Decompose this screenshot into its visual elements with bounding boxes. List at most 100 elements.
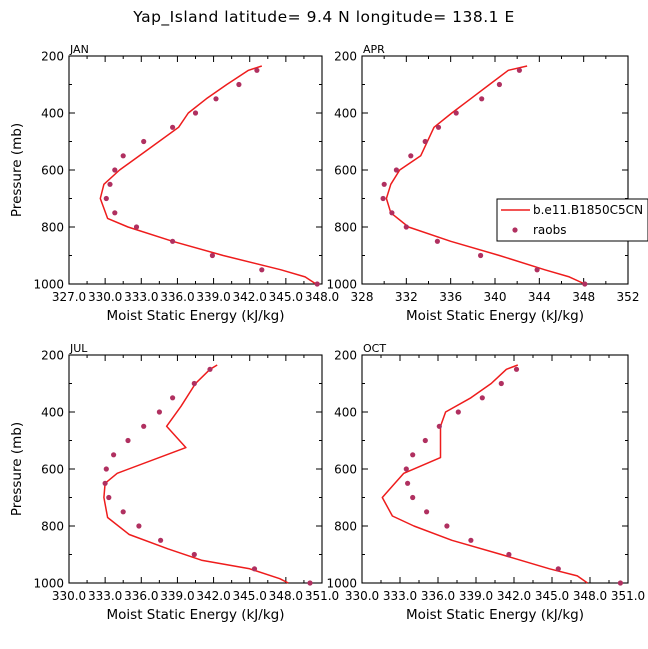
obs-point — [170, 124, 176, 130]
obs-point — [435, 124, 442, 130]
obs-point — [112, 167, 118, 173]
y-tick-label: 800 — [334, 221, 357, 235]
legend: b.e11.B1850C5CN raobs — [496, 198, 648, 242]
obs-point — [251, 566, 258, 572]
x-tick-label: 348.0 — [573, 589, 607, 603]
y-tick-label: 400 — [334, 107, 357, 121]
obs-point — [254, 67, 260, 73]
x-tick-label: 327.0 — [52, 290, 86, 304]
obs-point — [141, 138, 147, 145]
x-axis-title: Moist Static Energy (kJ/kg) — [406, 308, 584, 324]
obs-point — [422, 138, 428, 145]
obs-point — [403, 224, 409, 230]
panel-label: JAN — [69, 43, 89, 56]
x-tick-label: 332 — [395, 290, 418, 304]
obs-point — [555, 566, 561, 572]
y-tick-label: 400 — [41, 107, 64, 121]
obs-point — [106, 494, 112, 501]
y-tick-label: 400 — [334, 406, 357, 420]
series-line-model — [381, 364, 588, 584]
obs-point — [136, 523, 142, 529]
y-tick-label: 1000 — [326, 278, 357, 292]
obs-point — [422, 437, 428, 444]
x-tick-label: 345.0 — [233, 589, 267, 603]
obs-point — [170, 395, 176, 401]
x-tick-label: 336.0 — [421, 589, 455, 603]
x-tick-label: 340 — [484, 290, 507, 304]
y-tick-label: 600 — [41, 164, 64, 178]
x-tick-label: 339.0 — [160, 589, 194, 603]
y-tick-label: 600 — [41, 463, 64, 477]
y-tick-label: 800 — [334, 520, 357, 534]
obs-point — [141, 423, 147, 429]
obs-point — [389, 210, 395, 216]
panel-label: OCT — [363, 342, 386, 355]
x-tick-label: 336 — [439, 290, 462, 304]
x-tick-label: 352 — [617, 290, 640, 304]
x-tick-label: 342.0 — [497, 589, 531, 603]
x-axis-title: Moist Static Energy (kJ/kg) — [107, 308, 285, 324]
obs-point — [380, 195, 386, 202]
obs-point — [534, 267, 540, 273]
x-tick-label: 330.0 — [88, 290, 122, 304]
series-line-model — [385, 65, 586, 285]
obs-point — [111, 452, 117, 458]
obs-point — [213, 96, 219, 102]
x-tick-label: 336.0 — [124, 589, 158, 603]
obs-point — [236, 81, 242, 88]
obs-point — [107, 181, 113, 187]
obs-point — [192, 110, 199, 116]
obs-point — [207, 366, 213, 372]
x-tick-label: 339.0 — [459, 589, 493, 603]
obs-point — [506, 551, 512, 558]
y-tick-label: 600 — [334, 164, 357, 178]
obs-point — [403, 466, 409, 472]
x-tick-label: 333.0 — [383, 589, 417, 603]
y-tick-label: 1000 — [33, 577, 64, 591]
y-tick-label: 800 — [41, 520, 64, 534]
obs-point — [158, 537, 164, 543]
obs-point — [408, 153, 414, 159]
panel-label: APR — [363, 43, 385, 56]
x-tick-label: 348.0 — [269, 589, 303, 603]
obs-point — [453, 110, 459, 116]
series-line-model — [103, 364, 289, 584]
obs-point — [436, 423, 442, 429]
y-tick-label: 400 — [41, 406, 64, 420]
obs-point — [120, 153, 126, 159]
x-tick-label: 342.0 — [196, 589, 230, 603]
obs-point — [513, 366, 520, 372]
plot-frame — [361, 55, 629, 285]
y-tick-label: 600 — [334, 463, 357, 477]
obs-point — [479, 395, 485, 401]
obs-point — [191, 551, 197, 558]
obs-point — [103, 466, 109, 472]
obs-point — [209, 252, 215, 259]
obs-point — [444, 523, 450, 529]
obs-point — [582, 281, 588, 287]
x-tick-label: 328 — [351, 290, 374, 304]
x-tick-label: 348 — [572, 290, 595, 304]
obs-point — [191, 380, 197, 387]
obs-point — [455, 409, 461, 415]
legend-obs-marker — [512, 227, 518, 233]
x-tick-label: 339.0 — [196, 290, 230, 304]
y-axis-title: Pressure (mb) — [9, 422, 25, 516]
obs-point — [133, 224, 140, 230]
obs-point — [112, 210, 118, 216]
obs-point — [381, 181, 387, 187]
y-tick-label: 200 — [41, 50, 64, 64]
obs-point — [468, 537, 474, 543]
x-tick-label: 333.0 — [124, 290, 158, 304]
x-tick-label: 336.0 — [160, 290, 194, 304]
obs-point — [410, 452, 416, 458]
x-tick-label: 345.0 — [535, 589, 569, 603]
obs-point — [479, 96, 485, 102]
obs-point — [314, 281, 320, 287]
obs-point — [307, 580, 313, 586]
obs-point — [120, 509, 126, 515]
x-tick-label: 330.0 — [345, 589, 379, 603]
